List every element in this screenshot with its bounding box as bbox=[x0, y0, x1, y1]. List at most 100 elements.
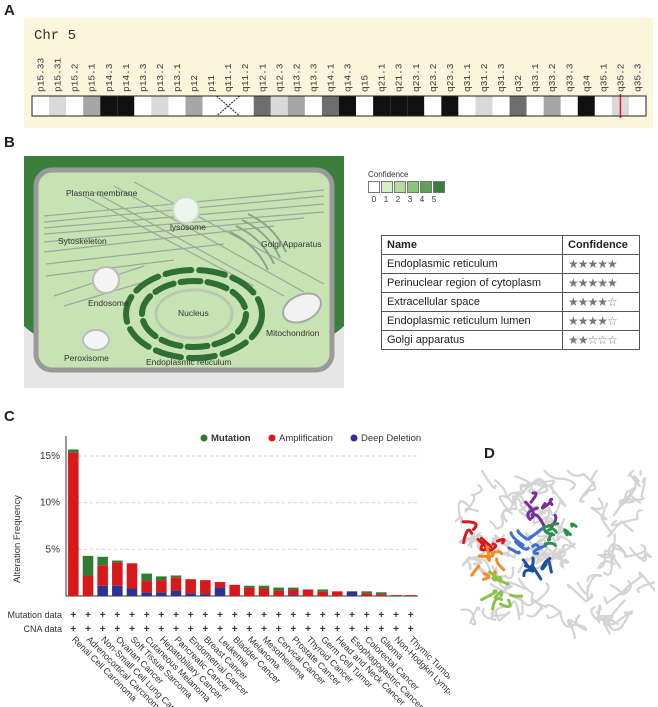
protein-domain-ribbon bbox=[524, 556, 535, 569]
protein-domain-ribbon bbox=[544, 527, 558, 534]
bar-segment bbox=[288, 587, 299, 590]
protein-domain-ribbon bbox=[485, 545, 491, 562]
protein-structure bbox=[455, 470, 655, 639]
bar-segment bbox=[82, 555, 94, 576]
location-name: Endoplasmic reticulum lumen bbox=[381, 311, 563, 331]
band-label: q33.1 bbox=[530, 63, 541, 92]
bar-segment bbox=[361, 593, 372, 596]
protein-domain-ribbon bbox=[491, 576, 510, 586]
bar-segment bbox=[273, 587, 284, 591]
data-availability-marker: + bbox=[232, 610, 238, 621]
band-label: q13.2 bbox=[291, 63, 302, 92]
bar-segment bbox=[258, 585, 270, 589]
band-label: q31.2 bbox=[479, 63, 490, 92]
chromosome-band bbox=[83, 96, 101, 116]
data-availability-marker: + bbox=[261, 610, 267, 621]
chromosome-band bbox=[321, 96, 339, 116]
bar-segment bbox=[68, 452, 79, 596]
protein-domain-ribbon bbox=[493, 590, 504, 599]
confidence-swatch bbox=[381, 181, 393, 193]
protein-chain-gray bbox=[526, 597, 544, 618]
legend-marker bbox=[350, 434, 358, 442]
panel-label-b: B bbox=[4, 134, 15, 151]
band-label: q21.1 bbox=[377, 63, 388, 92]
protein-domain-ribbon bbox=[470, 564, 481, 577]
protein-chain-gray bbox=[556, 518, 576, 554]
label-peroxisome: Peroxisome bbox=[64, 353, 109, 363]
data-availability-marker: + bbox=[85, 624, 91, 635]
data-availability-marker: + bbox=[173, 610, 179, 621]
protein-domain-ribbon bbox=[548, 497, 554, 507]
bar-segment bbox=[156, 576, 167, 581]
protein-domain-ribbon bbox=[543, 541, 557, 547]
protein-domain-ribbon bbox=[540, 559, 548, 571]
legend-marker bbox=[200, 434, 208, 442]
bar-segment bbox=[112, 585, 123, 596]
protein-chain-gray bbox=[489, 509, 513, 530]
bar-segment bbox=[185, 593, 196, 596]
protein-chain-gray bbox=[480, 470, 497, 490]
data-availability-marker: + bbox=[393, 610, 399, 621]
chromosome-band bbox=[202, 96, 220, 116]
confidence-swatch bbox=[407, 181, 419, 193]
data-availability-marker: + bbox=[378, 624, 384, 635]
location-name: Endoplasmic reticulum bbox=[381, 254, 563, 274]
data-availability-marker: + bbox=[100, 610, 106, 621]
chromosome-band bbox=[594, 96, 612, 116]
bar-segment bbox=[170, 577, 182, 591]
chromosome-band bbox=[526, 96, 544, 116]
confidence-swatch bbox=[368, 181, 380, 193]
data-availability-marker: + bbox=[129, 610, 135, 621]
confidence-stars: ★★★★☆ bbox=[562, 311, 640, 331]
data-availability-marker: + bbox=[334, 624, 340, 635]
endoplasmic-reticulum bbox=[123, 267, 265, 361]
confidence-level-label: 3 bbox=[407, 195, 413, 204]
protein-domain-ribbon bbox=[487, 542, 498, 553]
data-availability-marker: + bbox=[349, 610, 355, 621]
table-header-row: Name Confidence bbox=[381, 235, 640, 255]
confidence-level-label: 4 bbox=[419, 195, 425, 204]
legend-label: Mutation bbox=[211, 433, 251, 444]
confidence-legend-title: Confidence bbox=[368, 170, 409, 179]
protein-domain-ribbon bbox=[532, 544, 548, 555]
data-availability-marker: + bbox=[217, 610, 223, 621]
band-label: q23.3 bbox=[445, 63, 456, 92]
protein-domain-ribbon bbox=[480, 589, 498, 602]
chromosome-band bbox=[185, 96, 203, 116]
chromosome-band bbox=[577, 96, 595, 116]
peroxisome bbox=[82, 329, 110, 351]
band-label: q31.3 bbox=[496, 63, 507, 92]
chromosome-band bbox=[407, 96, 425, 116]
protein-chain-gray bbox=[596, 549, 622, 569]
data-availability-marker: + bbox=[217, 624, 223, 635]
data-availability-marker: + bbox=[173, 624, 179, 635]
endosome bbox=[92, 266, 120, 294]
band-label: q14.3 bbox=[343, 63, 354, 92]
protein-chain-gray bbox=[611, 543, 647, 558]
chromosome-band bbox=[66, 96, 84, 116]
table-row: Perinuclear region of cytoplasm ★★★★★ bbox=[381, 273, 640, 293]
protein-chain-gray bbox=[596, 543, 616, 576]
confidence-level-label: 0 bbox=[371, 195, 377, 204]
protein-chain-gray bbox=[481, 607, 509, 622]
chromosome-band bbox=[373, 96, 391, 116]
protein-chain-gray bbox=[610, 509, 643, 527]
band-label: p14.3 bbox=[104, 63, 115, 92]
lysosome bbox=[172, 196, 200, 224]
chromosome-band bbox=[151, 96, 169, 116]
protein-domain-ribbon bbox=[509, 531, 525, 547]
bar-segment bbox=[97, 556, 108, 566]
label-golgi: Golgi Apparatus bbox=[261, 239, 321, 249]
bar-segment bbox=[156, 592, 167, 596]
protein-chain-gray bbox=[507, 491, 531, 517]
alteration-frequency-chart: 5% 10% 15% Alteration Frequency Mutation Ampl… bbox=[7, 433, 450, 707]
data-availability-marker: + bbox=[290, 624, 296, 635]
chromosome-band bbox=[356, 96, 374, 116]
confidence-swatch bbox=[394, 181, 406, 193]
bar-segment bbox=[170, 590, 182, 596]
bar-segment bbox=[141, 573, 152, 582]
data-availability-marker: + bbox=[408, 610, 414, 621]
protein-domain-ribbon bbox=[509, 593, 524, 598]
data-availability-marker: + bbox=[158, 610, 164, 621]
